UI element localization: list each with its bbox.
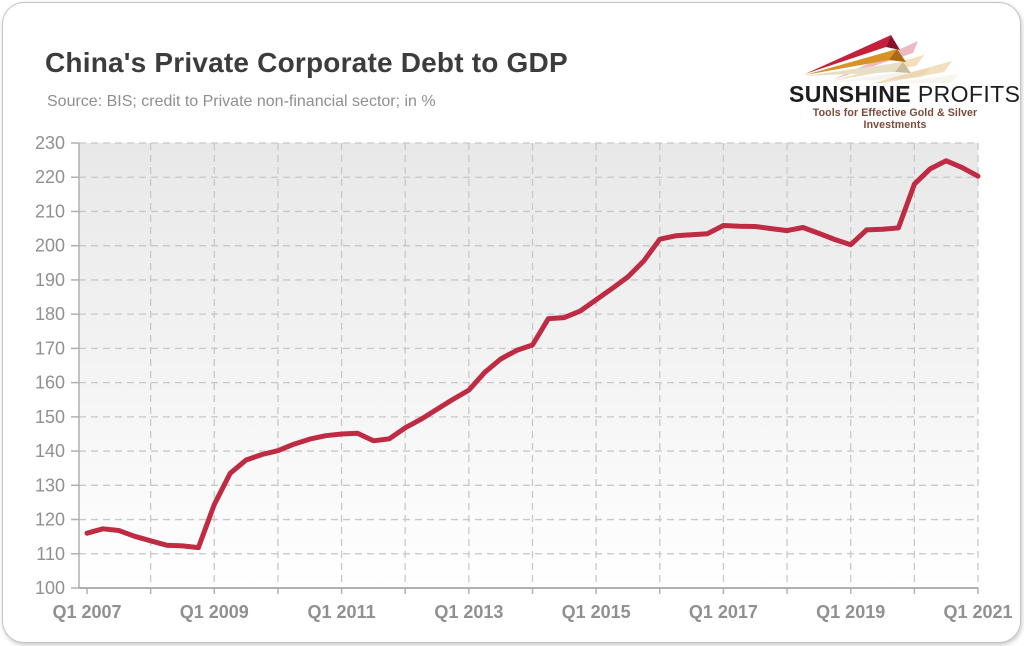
y-axis-label: 230 xyxy=(35,133,65,153)
sunshine-profits-logo: SUNSHINE PROFITS Tools for Effective Gol… xyxy=(773,23,1020,131)
x-axis-label: Q1 2007 xyxy=(52,602,121,622)
logo-tagline: Tools for Effective Gold & Silver Invest… xyxy=(812,107,978,131)
y-axis-label: 130 xyxy=(35,475,65,495)
plot-area xyxy=(79,143,978,588)
x-axis-label: Q1 2009 xyxy=(180,602,249,622)
y-axis-label: 120 xyxy=(35,510,65,530)
debt-to-gdp-line xyxy=(84,158,981,551)
debt-to-gdp-line-chart: 100 110 120 130 140 150 160 170 180 190 200 210 220 2… xyxy=(35,133,1013,622)
y-axis-label: 190 xyxy=(35,270,65,290)
logo-arrows-icon xyxy=(805,35,958,83)
x-axis-label: Q1 2015 xyxy=(562,602,631,622)
y-axis-label: 150 xyxy=(35,407,65,427)
page-title: China's Private Corporate Debt to GDP xyxy=(45,47,568,78)
y-axis-label: 100 xyxy=(35,578,65,598)
y-axis-label: 180 xyxy=(35,304,65,324)
x-axis-label: Q1 2011 xyxy=(308,602,376,622)
x-axis-label: Q1 2019 xyxy=(816,602,885,622)
x-axis-label: Q1 2013 xyxy=(434,602,503,622)
y-axis-label: 210 xyxy=(35,201,65,221)
y-axis-label: 170 xyxy=(35,338,65,358)
x-axis-label: Q1 2017 xyxy=(689,602,758,622)
x-axis-label: Q1 2021 xyxy=(943,602,1012,622)
y-axis-label: 220 xyxy=(35,167,65,187)
y-axis-label: 160 xyxy=(35,373,65,393)
logo-word-sunshine: SUNSHINE xyxy=(789,81,912,107)
y-axis-label: 140 xyxy=(35,441,65,461)
chart-source-subtitle: Source: BIS; credit to Private non-finan… xyxy=(47,93,436,110)
logo-word-profits: PROFITS xyxy=(917,81,1021,107)
y-axis-label: 200 xyxy=(35,236,65,256)
y-axis-label: 110 xyxy=(36,544,65,564)
logo-wordmark: SUNSHINE PROFITS xyxy=(789,81,1020,108)
